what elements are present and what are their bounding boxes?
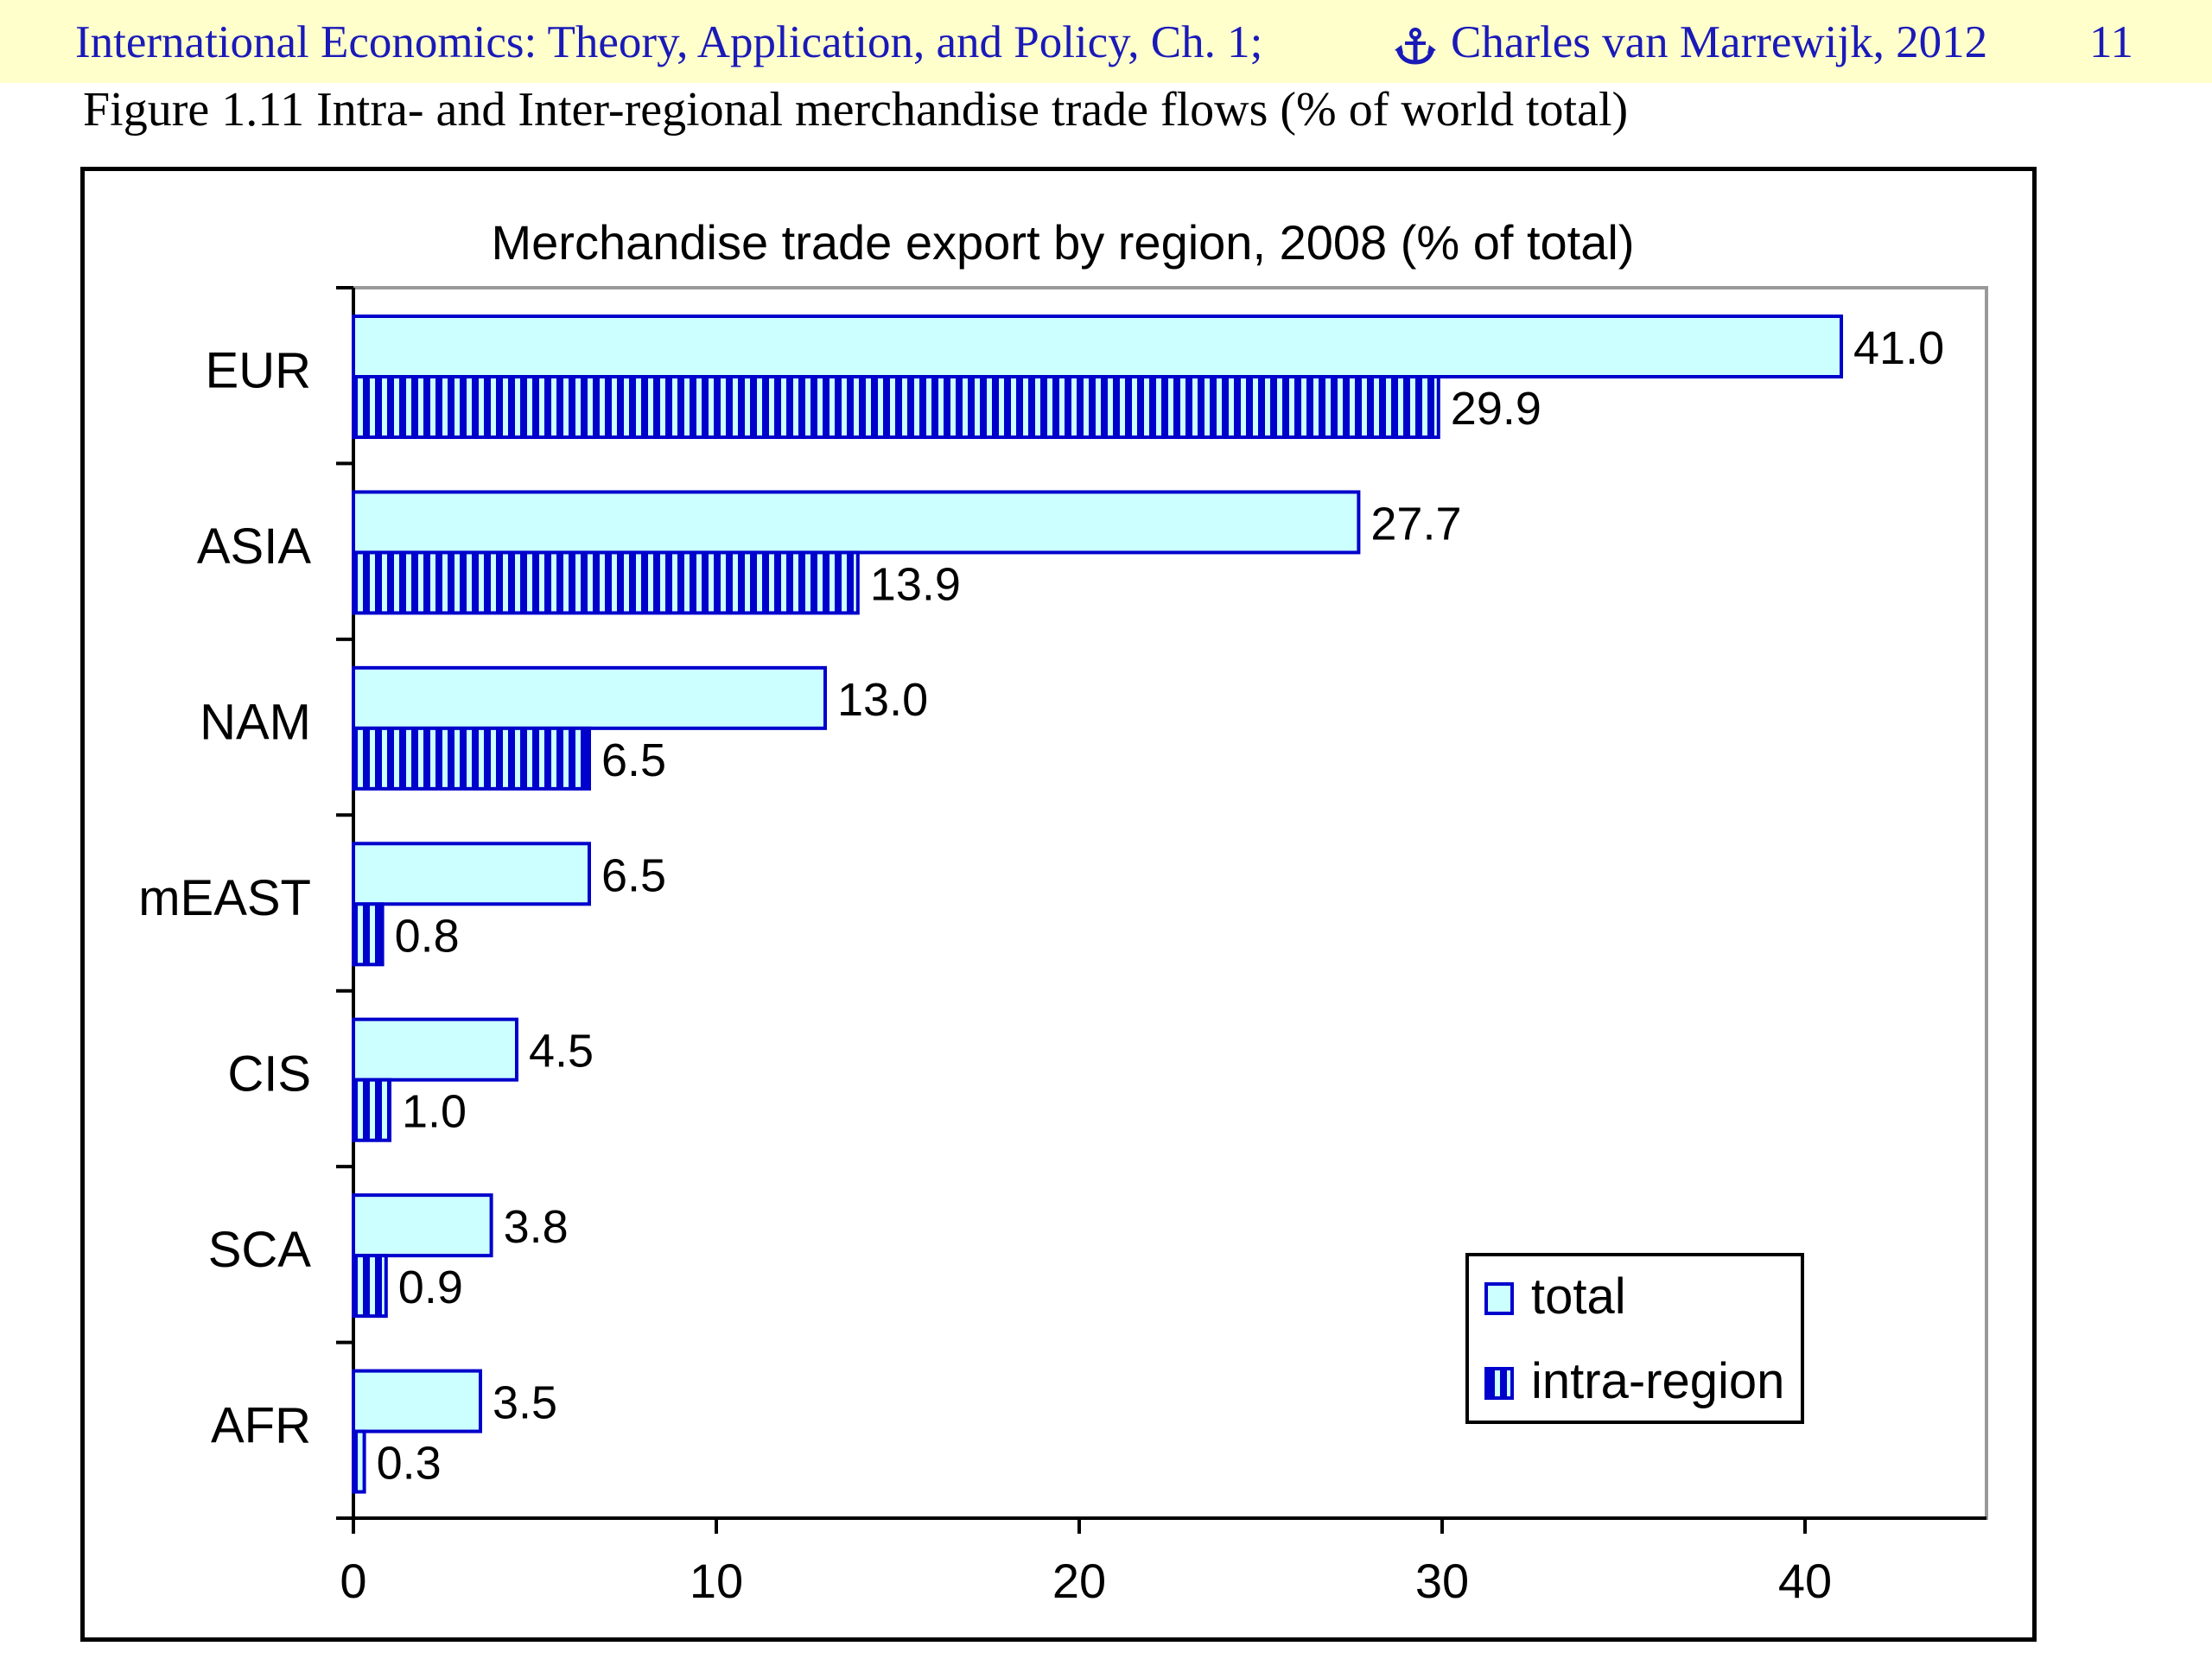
bar-total: [352, 490, 1361, 555]
bar-intra-region: [352, 1254, 388, 1319]
page-number: 11: [2089, 17, 2134, 67]
bar-total: [352, 1369, 482, 1433]
category-label: AFR: [211, 1397, 311, 1453]
bar-intra-region: [352, 550, 860, 615]
bar-intra-region: [352, 726, 591, 791]
bar-intra-region: [352, 1077, 391, 1142]
x-tick-label: 40: [1778, 1554, 1832, 1608]
category-label: EUR: [206, 343, 311, 399]
data-label: 0.3: [377, 1438, 442, 1490]
bar-total: [352, 1017, 518, 1082]
bar-total: [352, 1193, 493, 1258]
data-label: 1.0: [402, 1086, 467, 1138]
data-label: 0.9: [398, 1262, 463, 1313]
data-label: 29.9: [1451, 383, 1541, 435]
data-label: 6.5: [601, 849, 666, 901]
anchor-icon: [1395, 28, 1436, 65]
data-label: 41.0: [1853, 322, 1944, 374]
bar-total: [352, 665, 827, 730]
x-tick-label: 0: [340, 1554, 366, 1608]
data-label: 0.8: [395, 910, 460, 962]
legend-swatch: [1484, 1282, 1514, 1315]
legend-box: [1465, 1253, 1804, 1424]
x-tick-label: 30: [1415, 1554, 1469, 1608]
legend-entry: total: [1531, 1268, 1626, 1325]
data-label: 4.5: [529, 1026, 594, 1077]
legend-entry: intra-region: [1531, 1353, 1784, 1409]
x-tick-label: 20: [1052, 1554, 1106, 1608]
bar-total: [352, 842, 591, 906]
data-label: 3.5: [493, 1377, 557, 1429]
book-title: International Economics: Theory, Applica…: [75, 17, 1263, 67]
bar-intra-region: [352, 375, 1440, 439]
category-label: SCA: [208, 1222, 312, 1278]
data-label: 6.5: [601, 734, 666, 786]
category-label: NAM: [200, 695, 311, 751]
category-label: mEAST: [138, 870, 311, 926]
author-year: Charles van Marrewijk, 2012: [1451, 17, 1988, 67]
data-label: 13.9: [870, 558, 961, 610]
bar-total: [352, 315, 1843, 378]
figure-caption: Figure 1.11 Intra- and Inter-regional me…: [83, 83, 1629, 137]
chart-title: Merchandise trade export by region, 2008…: [492, 215, 1635, 270]
data-label: 13.0: [837, 674, 928, 726]
x-tick-label: 10: [690, 1554, 743, 1608]
bar-intra-region: [352, 1429, 366, 1494]
data-label: 3.8: [504, 1201, 569, 1253]
data-label: 27.7: [1370, 498, 1461, 550]
category-label: ASIA: [197, 518, 311, 575]
header-bar: International Economics: Theory, Applica…: [0, 0, 2212, 83]
bar-intra-region: [352, 902, 385, 967]
legend-swatch: [1484, 1367, 1514, 1400]
category-label: CIS: [227, 1046, 311, 1102]
chart-frame: [80, 167, 2037, 1642]
